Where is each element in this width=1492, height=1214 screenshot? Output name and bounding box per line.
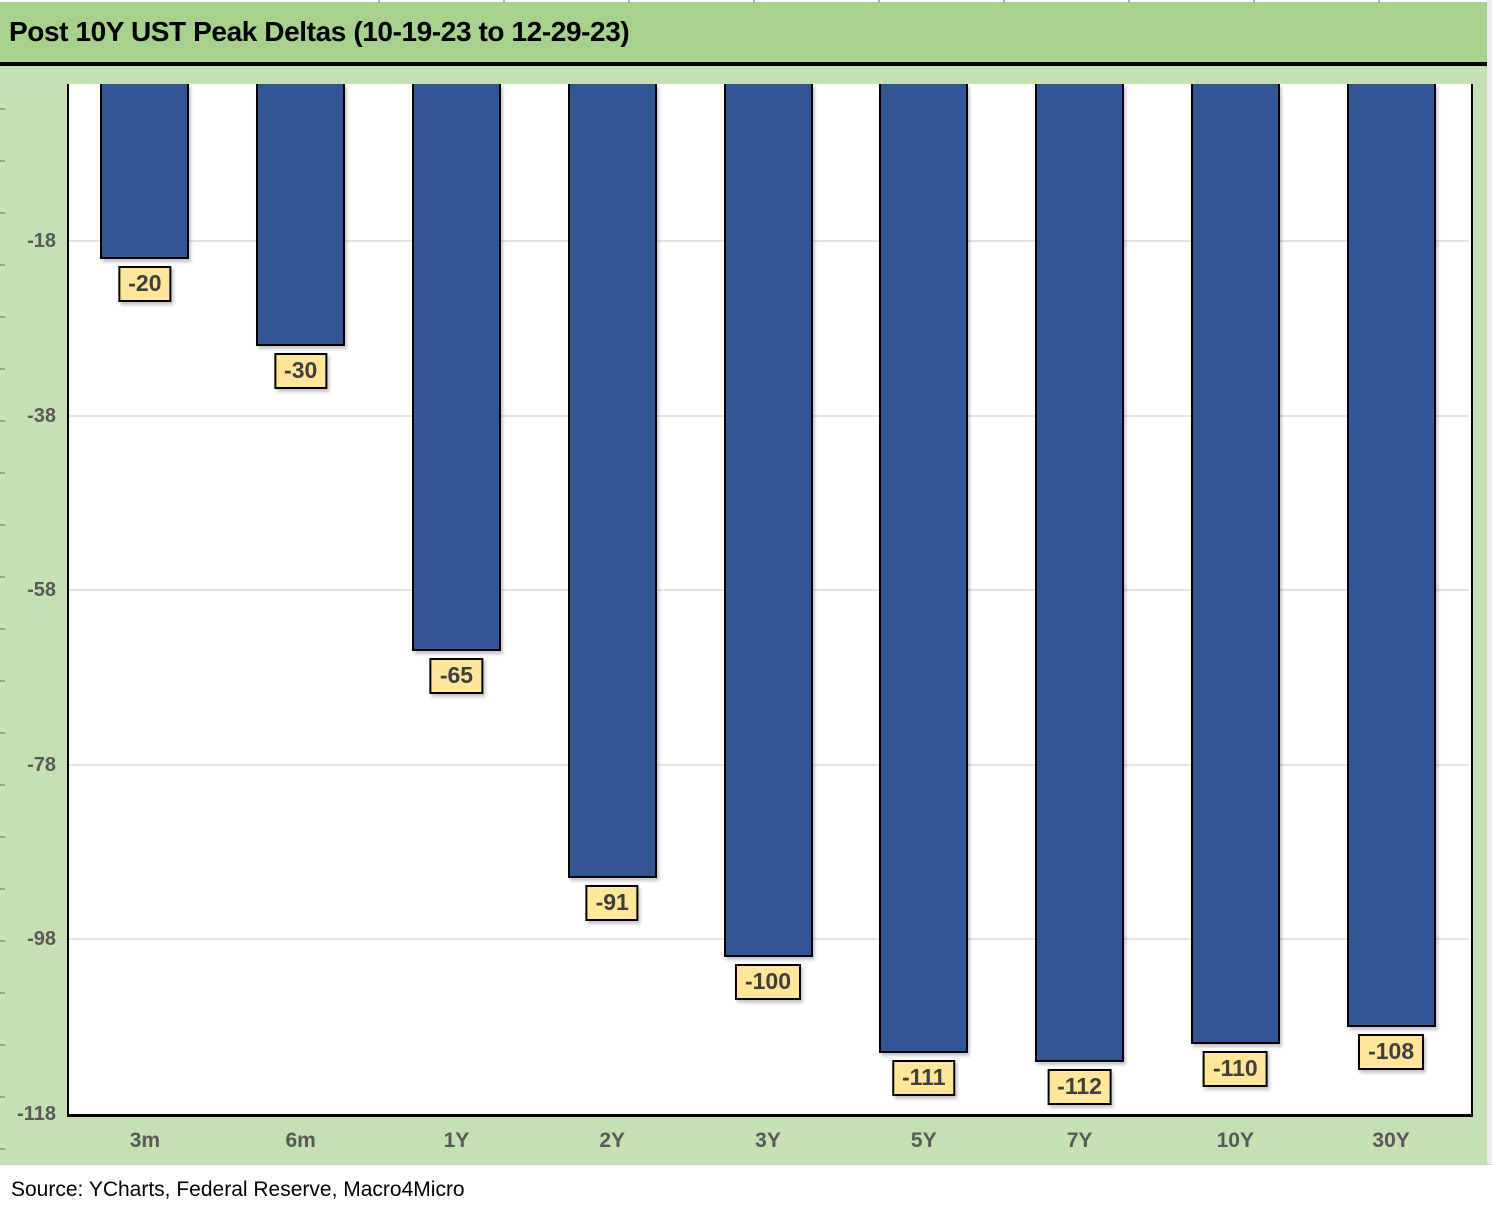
y-tick-label: -58 [27,579,56,602]
row-gridline-tick [0,420,5,422]
column-gridline-tick [378,0,380,3]
bar-value-label-5Y: -111 [892,1059,956,1096]
bar-1Y [411,84,501,652]
bar-6m [256,84,346,346]
bar-value-label-7Y: -112 [1047,1068,1112,1105]
bar-7Y [1035,84,1125,1062]
y-tick-label: -118 [17,1103,56,1125]
row-gridline-tick [0,368,5,370]
x-tick-label-5Y: 5Y [910,1129,937,1152]
bar-value-label-3m: -20 [118,265,172,302]
bar-value-label-30Y: -108 [1358,1033,1425,1070]
column-gridline-tick [753,0,755,3]
x-tick-label-3m: 3m [129,1129,161,1152]
column-gridline-tick [1253,0,1255,3]
row-gridline-tick [0,160,5,162]
row-gridline-tick [0,1044,5,1046]
row-gridline-tick [0,940,5,942]
row-gridline-tick [0,108,5,110]
title-separator-rule [0,62,1492,66]
bar-5Y [879,84,969,1053]
row-gridline-tick [0,836,5,838]
bar-30Y [1346,84,1436,1027]
row-gridline-tick [0,628,5,630]
x-tick-label-1Y: 1Y [443,1129,470,1152]
y-tick-label: -38 [27,404,56,427]
row-gridline-tick [0,1096,5,1098]
column-gridline-tick [1378,0,1380,3]
row-gridline-tick [0,784,5,786]
source-note: Source: YCharts, Federal Reserve, Macro4… [0,1164,1492,1214]
bar-value-label-2Y: -91 [585,885,639,922]
bar-value-label-1Y: -65 [429,658,484,695]
row-gridline-tick [0,1148,5,1150]
row-gridline-tick [0,888,5,890]
bar-value-label-3Y: -100 [734,963,802,1000]
bar-value-label-10Y: -110 [1202,1051,1268,1088]
column-gridline-tick [628,0,630,3]
row-gridline-tick [0,472,5,474]
bar-value-label-6m: -30 [274,352,328,389]
column-gridline-tick [1003,0,1005,3]
row-gridline-tick [0,992,5,994]
column-gridline-tick [878,0,880,3]
bar-10Y [1190,84,1280,1045]
row-gridline-tick [0,524,5,526]
x-tick-label-30Y: 30Y [1372,1129,1410,1152]
chart-area: -18 -38 -58 -78 -98 -118 -20 -30 -65 -91 -100 -111 -… [0,66,1492,1164]
x-tick-label-6m: 6m [285,1129,316,1152]
row-gridline-tick [0,316,5,318]
bar-2Y [567,84,657,879]
row-gridline-tick [0,732,5,734]
y-tick-label: -78 [27,753,56,776]
row-gridline-tick [0,264,5,266]
bar-3Y [723,84,813,957]
row-gridline-tick [0,576,5,578]
chart-title-bar: Post 10Y UST Peak Deltas (10-19-23 to 12… [0,2,1492,62]
x-tick-label-2Y: 2Y [599,1129,626,1152]
y-tick-label: -98 [27,928,56,951]
row-gridline-tick [0,680,5,682]
right-edge-strip [1487,0,1492,1164]
x-tick-label-10Y: 10Y [1216,1129,1254,1152]
x-tick-label-3Y: 3Y [755,1129,781,1152]
column-gridline-tick [1128,0,1130,3]
column-gridline-tick [503,0,505,3]
y-tick-label: -18 [27,230,56,253]
bar-3m [100,84,190,259]
source-text: Source: YCharts, Federal Reserve, Macro4… [11,1177,465,1201]
row-gridline-tick [0,212,5,214]
x-tick-label-7Y: 7Y [1066,1129,1093,1152]
chart-title: Post 10Y UST Peak Deltas (10-19-23 to 12… [9,16,630,47]
